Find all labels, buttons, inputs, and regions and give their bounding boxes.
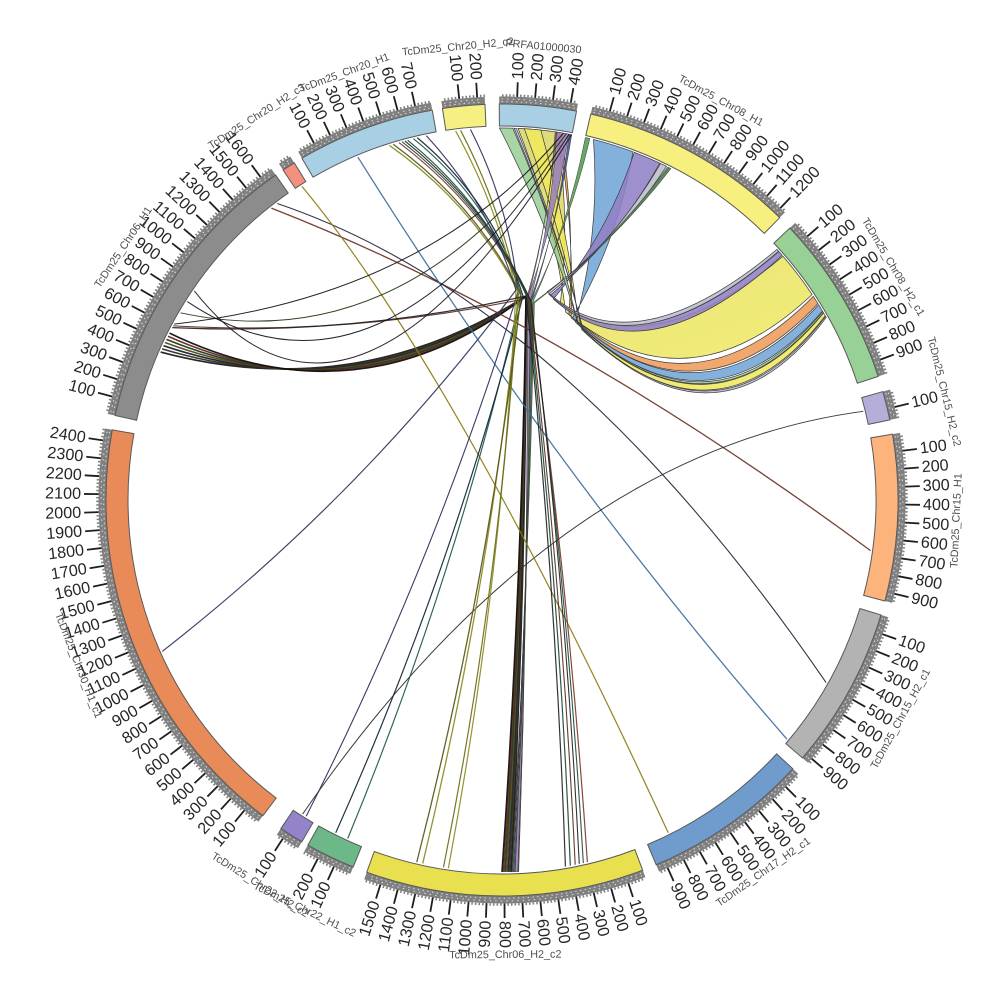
svg-text:400: 400 [570, 912, 593, 942]
svg-text:1700: 1700 [50, 560, 88, 584]
svg-text:1100: 1100 [435, 916, 457, 953]
svg-text:300: 300 [922, 476, 950, 495]
svg-text:400: 400 [565, 57, 587, 87]
svg-text:700: 700 [917, 552, 946, 574]
svg-text:TcDm25_Chr06_H2_c2: TcDm25_Chr06_H2_c2 [449, 949, 561, 962]
svg-text:700: 700 [514, 920, 533, 948]
svg-text:300: 300 [546, 54, 567, 83]
svg-text:2400: 2400 [49, 424, 87, 447]
svg-text:2100: 2100 [45, 484, 81, 503]
svg-text:1900: 1900 [46, 522, 83, 543]
svg-text:100: 100 [446, 54, 467, 83]
svg-text:500: 500 [922, 515, 950, 534]
svg-text:200: 200 [921, 456, 949, 476]
svg-text:500: 500 [552, 916, 574, 945]
svg-text:1000: 1000 [455, 919, 476, 956]
svg-text:100: 100 [919, 436, 948, 457]
svg-text:600: 600 [533, 918, 553, 947]
svg-text:900: 900 [909, 589, 939, 613]
svg-text:1200: 1200 [415, 913, 439, 952]
svg-text:2000: 2000 [45, 504, 82, 523]
svg-text:200: 200 [528, 53, 548, 81]
svg-text:700: 700 [397, 61, 420, 91]
svg-text:600: 600 [920, 533, 949, 554]
svg-text:800: 800 [914, 571, 944, 594]
svg-text:TcDm25_Chr15_H1: TcDm25_Chr15_H1 [948, 473, 964, 568]
svg-text:100: 100 [509, 52, 528, 80]
svg-text:100: 100 [910, 388, 940, 412]
svg-text:200: 200 [465, 52, 485, 80]
svg-text:2200: 2200 [45, 464, 82, 484]
svg-text:900: 900 [476, 920, 495, 948]
svg-text:2300: 2300 [47, 444, 85, 466]
svg-text:800: 800 [496, 921, 514, 948]
svg-text:1800: 1800 [47, 541, 85, 563]
svg-text:400: 400 [923, 496, 950, 514]
svg-text:300: 300 [589, 908, 613, 938]
